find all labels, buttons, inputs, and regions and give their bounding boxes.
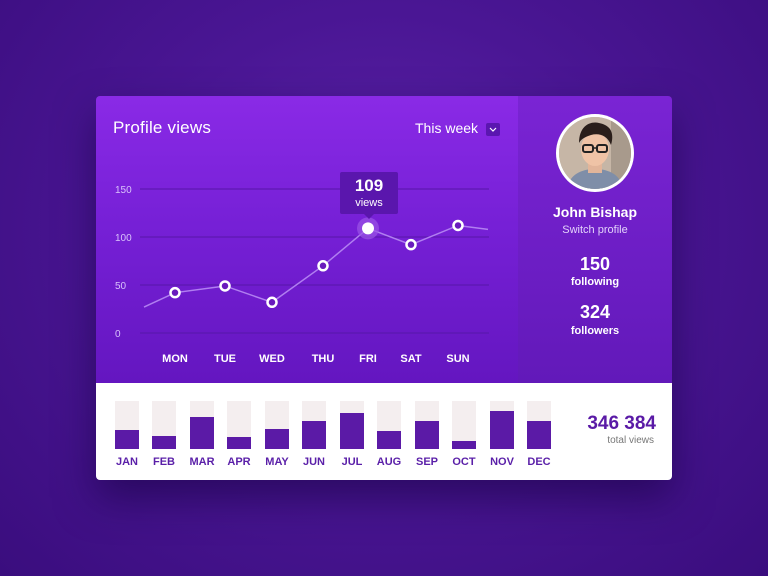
- avatar[interactable]: [556, 114, 634, 192]
- tooltip-value: 109: [354, 176, 384, 195]
- chevron-down-icon: [489, 127, 497, 132]
- bar-fill: [152, 436, 176, 449]
- month-bar-nov[interactable]: [490, 401, 514, 449]
- chart-tooltip: 109 views: [340, 172, 398, 219]
- following-label: following: [570, 276, 620, 288]
- profile-name: John Bishap: [552, 204, 637, 220]
- data-point[interactable]: [452, 219, 464, 232]
- y-tick-label: 100: [115, 233, 132, 244]
- month-bar-jan[interactable]: [115, 401, 139, 449]
- data-point[interactable]: [266, 296, 278, 309]
- month-label: MAR: [189, 456, 215, 468]
- month-label: MAY: [265, 456, 289, 468]
- bar-fill: [377, 431, 401, 449]
- chart-grid: [140, 188, 489, 334]
- bar-fill: [302, 421, 326, 449]
- followers-label: followers: [570, 325, 620, 337]
- x-tick-label: WED: [259, 353, 285, 365]
- bar-fill: [115, 430, 139, 449]
- card-top: Profile views This week 150 100 50 0 MON TUE…: [96, 96, 672, 383]
- bar-fill: [227, 437, 251, 449]
- month-bar-aug[interactable]: [377, 401, 401, 449]
- following-count: 150: [579, 254, 611, 274]
- y-tick-label: 50: [115, 281, 127, 292]
- bar-fill: [415, 421, 439, 449]
- data-point[interactable]: [317, 260, 329, 272]
- x-tick-label: SUN: [446, 353, 469, 365]
- bar-fill: [527, 421, 551, 449]
- month-label: FEB: [153, 456, 175, 468]
- bar-fill: [490, 411, 514, 449]
- widget-title: Profile views: [113, 118, 212, 137]
- profile-views-card: Profile views This week 150 100 50 0 MON TUE…: [96, 96, 672, 480]
- avatar-photo: [559, 117, 631, 189]
- data-point-highlight[interactable]: [362, 222, 374, 235]
- bar-fill: [340, 413, 364, 449]
- x-tick-label: SAT: [400, 353, 421, 365]
- x-tick-label: TUE: [214, 353, 236, 365]
- month-bar-sep[interactable]: [415, 401, 439, 449]
- total-views-value: 346 384: [587, 413, 656, 434]
- x-tick-label: THU: [312, 353, 335, 365]
- month-label: AUG: [376, 456, 402, 468]
- month-bar-jul[interactable]: [340, 401, 364, 449]
- bar-fill: [190, 417, 214, 449]
- x-axis-ticks: MON TUE WED THU FRI SAT SUN: [162, 353, 469, 365]
- month-bar-may[interactable]: [265, 401, 289, 449]
- y-axis-ticks: 150 100 50 0: [115, 185, 132, 340]
- y-tick-label: 150: [115, 185, 132, 196]
- month-bar-oct[interactable]: [452, 401, 476, 449]
- views-line: [143, 224, 489, 308]
- followers-count: 324: [579, 302, 611, 322]
- month-bar-mar[interactable]: [190, 401, 214, 449]
- month-bar-jun[interactable]: [302, 401, 326, 449]
- data-points: [169, 217, 464, 309]
- total-views-label: total views: [607, 435, 654, 446]
- person-photo-icon: [559, 117, 631, 189]
- y-tick-label: 0: [115, 329, 121, 340]
- month-label: JUL: [341, 456, 363, 468]
- month-label: NOV: [490, 456, 514, 468]
- month-bar-apr[interactable]: [227, 401, 251, 449]
- month-label: SEP: [415, 456, 438, 468]
- month-label: JUN: [302, 456, 325, 468]
- data-point[interactable]: [169, 286, 181, 299]
- weekly-line-chart: 150 100 50 0 MON TUE WED THU FRI SAT SUN: [115, 185, 489, 365]
- tooltip-label: views: [355, 197, 383, 209]
- profile-panel: John Bishap Switch profile 150 following…: [518, 96, 672, 383]
- month-label: JAN: [115, 456, 138, 468]
- data-point[interactable]: [219, 280, 231, 292]
- x-tick-label: FRI: [359, 353, 377, 365]
- month-bar-dec[interactable]: [527, 401, 551, 449]
- month-label: DEC: [527, 456, 551, 468]
- period-dropdown-button[interactable]: [486, 123, 500, 136]
- month-label: OCT: [452, 456, 476, 468]
- month-bar-feb[interactable]: [152, 401, 176, 449]
- month-label: APR: [227, 456, 251, 468]
- data-point[interactable]: [405, 238, 417, 251]
- line-series: [143, 224, 489, 308]
- bar-fill: [265, 429, 289, 449]
- x-tick-label: MON: [162, 353, 188, 365]
- switch-profile-link[interactable]: Switch profile: [562, 224, 628, 236]
- period-select-label[interactable]: This week: [415, 120, 479, 136]
- monthly-bar-chart: 346 384 total views JAN FEB MAR APR MAY JUN JU…: [96, 383, 672, 480]
- bar-fill: [452, 441, 476, 449]
- chart-panel: Profile views This week 150 100 50 0 MON TUE…: [96, 96, 518, 383]
